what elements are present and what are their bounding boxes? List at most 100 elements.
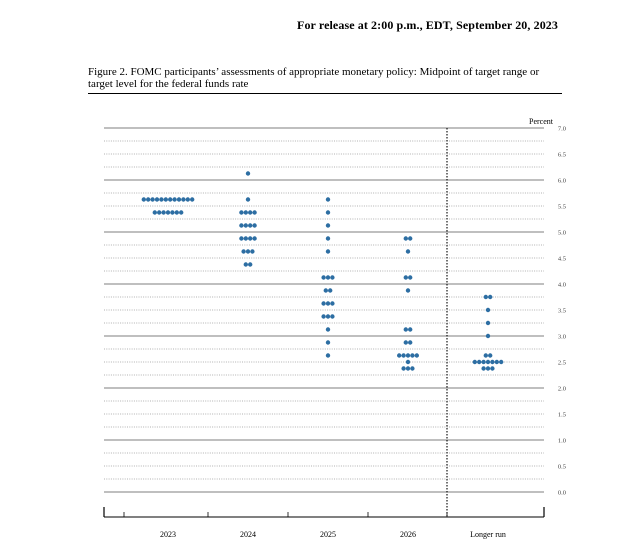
participant-dot [239,210,244,215]
participant-dot [485,366,491,371]
participant-dot [408,275,413,280]
y-tick-label: 5.5 [558,204,566,211]
participant-dot [245,249,251,254]
participant-dot [239,223,244,228]
participant-dot [243,236,248,241]
participant-dot [483,294,488,300]
y-tick-label: 6.5 [558,152,566,159]
x-tick-label: 2024 [240,530,256,539]
participant-dot [252,223,257,228]
participant-dot [179,210,184,215]
participant-dot [330,301,335,306]
participant-dot [325,236,331,241]
participant-dot [408,236,413,241]
y-axis-label: Percent [529,117,554,126]
y-tick-label: 0.0 [558,490,566,497]
participant-dot [485,307,491,313]
y-tick-label: 4.5 [558,256,566,263]
participant-dot [185,197,190,202]
participant-dot [403,327,408,332]
participant-dot [481,359,486,365]
participant-dot [248,210,253,215]
participant-dot [325,275,331,280]
participant-dot [330,275,335,280]
participant-dot [485,359,491,365]
participant-dot [243,262,248,267]
x-axis [103,507,545,518]
participant-dot [243,210,248,215]
participant-dot [403,275,408,280]
caption-rule [88,93,562,94]
y-tick-label: 0.5 [558,464,566,471]
x-tick-label: Longer run [470,530,506,539]
y-tick-label: 5.0 [558,230,566,237]
participant-dot [410,353,415,358]
y-tick-label: 7.0 [558,126,566,133]
participant-dot [405,249,411,254]
participant-dot [328,288,333,293]
participant-dot [401,366,406,371]
participant-dot [405,366,411,371]
y-tick-label: 1.0 [558,438,566,445]
grid-layer [104,127,544,493]
participant-dot [490,366,495,371]
participant-dot [323,288,328,293]
participant-dot [250,249,255,254]
participant-dot [485,333,491,339]
x-tick-label: 2026 [400,530,416,539]
participant-dot [141,197,146,202]
participant-dot [405,288,411,293]
participant-dot [410,366,415,371]
participant-dot [481,366,486,371]
participant-dot [176,197,182,202]
participant-dot [159,197,164,202]
participant-dot [499,359,504,365]
participant-dot [397,353,402,358]
dot-layer [141,171,504,371]
participant-dot [170,210,175,215]
participant-dot [252,210,257,215]
release-notice: For release at 2:00 p.m., EDT, September… [297,18,558,32]
participant-dot [405,353,411,358]
x-tick-label: 2025 [320,530,336,539]
participant-dot [483,353,488,358]
participant-dot [408,340,413,345]
participant-dot [172,197,177,202]
participant-dot [150,197,155,202]
participant-dot [154,197,160,202]
participant-dot [408,327,413,332]
participant-dot [494,359,499,365]
participant-dot [252,236,257,241]
participant-dot [321,314,326,319]
participant-dot [488,294,493,300]
participant-dot [485,320,491,326]
participant-dot [181,197,186,202]
participant-dot [403,340,408,345]
participant-dot [248,262,253,267]
participant-dot [321,275,326,280]
y-tick-label: 3.5 [558,308,566,315]
participant-dot [325,223,331,228]
y-tick-label: 6.0 [558,178,566,185]
participant-dot [248,236,253,241]
participant-dot [157,210,162,215]
y-tick-label: 4.0 [558,282,566,289]
participant-dot [325,197,331,202]
participant-dot [241,249,246,254]
participant-dot [174,210,179,215]
participant-dot [325,301,331,306]
participant-dot [325,210,331,215]
participant-dot [325,340,331,345]
participant-dot [152,210,157,215]
participant-dot [330,314,335,319]
participant-dot [403,236,408,241]
participant-dot [190,197,195,202]
participant-dot [243,223,248,228]
y-tick-label: 1.5 [558,412,566,419]
participant-dot [405,359,411,365]
participant-dot [146,197,151,202]
participant-dot [414,353,419,358]
participant-dot [248,223,253,228]
participant-dot [325,327,331,332]
